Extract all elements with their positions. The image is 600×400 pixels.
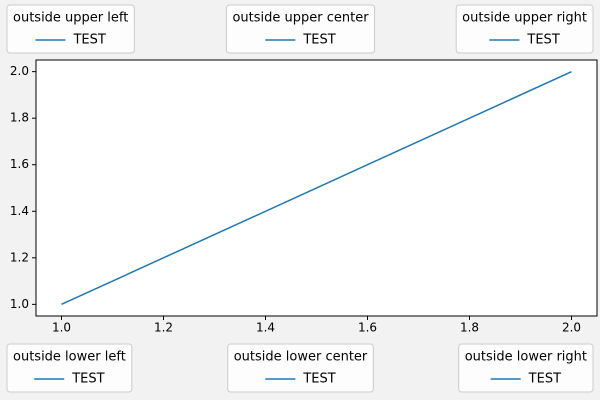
legend: outside lower right TEST [458,343,594,393]
legend-box [455,4,594,54]
x-tick-label: 1.2 [154,321,173,335]
legend-box [458,343,594,393]
x-tick-label: 1.4 [256,321,275,335]
legend-label: TEST [71,372,104,387]
legend-title: outside lower left [13,350,126,365]
y-tick-label: 1.6 [10,157,29,171]
legend-label: TEST [528,372,561,387]
legend-box [227,343,374,393]
legend-title: outside upper center [232,11,369,26]
y-tick-label: 1.2 [10,250,29,264]
legend-label: TEST [302,33,335,48]
y-tick-label: 2.0 [10,64,29,78]
legend: outside lower left TEST [6,343,133,393]
legend: outside upper left TEST [6,4,135,54]
y-tick-label: 1.8 [10,111,29,125]
y-tick-label: 1.4 [10,204,29,218]
x-tick-label: 1.8 [460,321,479,335]
data-line [61,70,572,306]
legend-title: outside lower center [234,350,368,365]
legend: outside lower center TEST [227,343,374,393]
legend-title: outside upper left [13,11,128,26]
legend-box [6,343,133,393]
legend: outside upper right TEST [455,4,594,54]
legend-label: TEST [526,33,559,48]
legend-box [6,4,135,54]
legend-label: TEST [302,372,335,387]
legend-title: outside upper right [462,11,587,26]
legend-box [225,4,376,54]
x-tick-label: 1.6 [358,321,377,335]
legend: outside upper center TEST [225,4,376,54]
y-tick-label: 1.0 [10,297,29,311]
legend-label: TEST [72,33,105,48]
x-tick-label: 1.0 [52,321,71,335]
x-tick-label: 2.0 [562,321,581,335]
legend-title: outside lower right [465,350,587,365]
